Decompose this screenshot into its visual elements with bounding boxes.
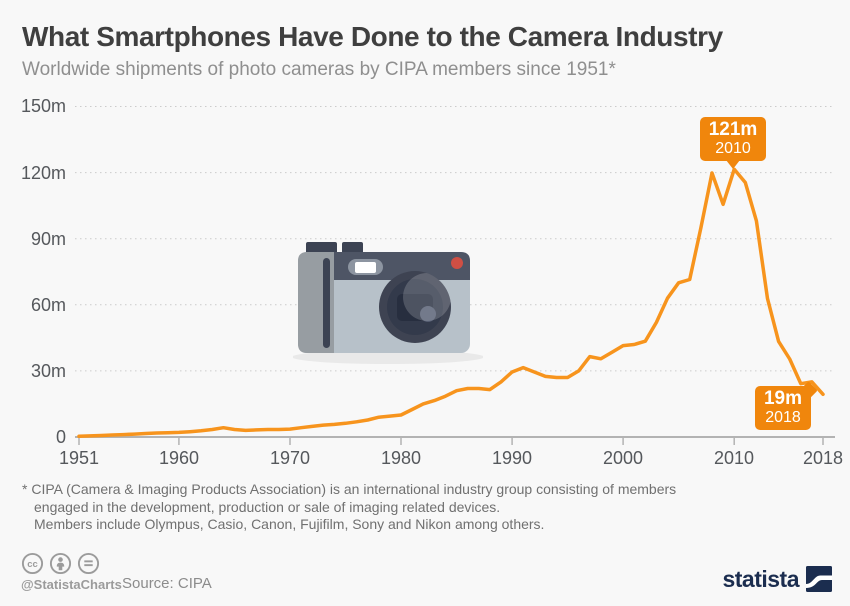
peak-annotation: 121m 2010 [700, 117, 766, 169]
cc-icon[interactable]: cc [21, 552, 44, 575]
x-axis-ticks [78, 437, 824, 445]
footnote-line: Members include Olympus, Casio, Canon, F… [34, 516, 545, 532]
y-axis-label: 30m [30, 361, 66, 381]
x-axis-label: 2010 [713, 448, 755, 468]
y-axis-label: 120m [20, 163, 66, 183]
x-axis-label: 1951 [58, 448, 100, 468]
statista-logo-text: statista [722, 566, 799, 592]
x-axis-label: 1990 [491, 448, 533, 468]
footer: cc @StatistaCharts Source: CIPA statista [0, 548, 850, 606]
attribution-icon[interactable] [49, 552, 72, 575]
x-axis-label: 2018 [802, 448, 844, 468]
y-axis-label: 60m [30, 295, 66, 315]
svg-text:cc: cc [27, 559, 38, 570]
statista-charts-handle[interactable]: @StatistaCharts [21, 577, 122, 592]
peak-value-label: 121m [708, 119, 758, 140]
footnote: * CIPA (Camera & Imaging Products Associ… [22, 481, 822, 534]
no-derivatives-icon[interactable] [77, 552, 100, 575]
y-axis-label: 0 [55, 427, 66, 447]
peak-annotation-pointer [726, 160, 740, 169]
page-title: What Smartphones Have Done to the Camera… [22, 21, 723, 52]
source-label: Source: CIPA [122, 575, 212, 592]
peak-year-label: 2010 [715, 140, 751, 157]
end-annotation: 19m 2018 [755, 381, 818, 430]
x-axis-label: 1980 [380, 448, 422, 468]
x-axis-label: 1960 [158, 448, 200, 468]
line-chart: 150m 120m 90m 60m 30m 0 1951 1960 1970 1… [0, 90, 850, 470]
header: What Smartphones Have Done to the Camera… [22, 22, 832, 81]
x-axis-label: 2000 [602, 448, 644, 468]
footnote-line: * CIPA (Camera & Imaging Products Associ… [22, 481, 677, 497]
x-axis-label: 1970 [269, 448, 311, 468]
creative-commons-license[interactable]: cc [21, 552, 100, 575]
statista-logo-mark-icon [806, 566, 832, 592]
shipments-line-series [77, 167, 825, 439]
footnote-line: engaged in the development, production o… [34, 498, 501, 515]
page-subtitle: Worldwide shipments of photo cameras by … [22, 59, 616, 80]
y-axis-label: 150m [20, 96, 66, 116]
y-axis-label: 90m [30, 229, 66, 249]
end-value-label: 19m [763, 388, 803, 409]
statista-logo[interactable]: statista [722, 566, 832, 592]
end-year-label: 2018 [765, 409, 801, 426]
compact-camera-icon [293, 242, 483, 364]
